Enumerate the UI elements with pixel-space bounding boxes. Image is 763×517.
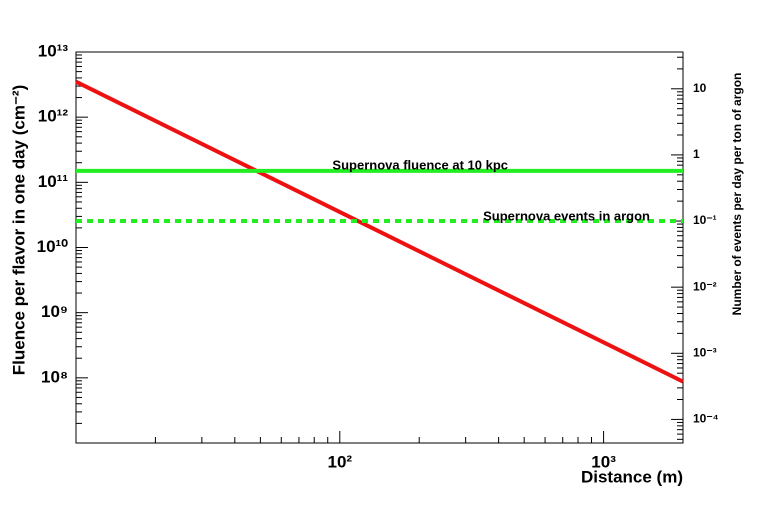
y-tick-label: 10¹² xyxy=(38,107,69,126)
y-tick-label: 10¹⁰ xyxy=(37,237,69,256)
y2-tick-label: 10⁻¹ xyxy=(693,213,717,227)
series-line xyxy=(75,79,684,384)
annotation: Supernova fluence at 10 kpc xyxy=(332,157,508,172)
y2-tick-label: 10⁻³ xyxy=(693,345,717,359)
annotation: Supernova events in argon xyxy=(483,208,650,223)
x-axis-title: Distance (m) xyxy=(581,467,683,486)
y-tick-label: 10¹¹ xyxy=(38,172,69,191)
x-tick-label: 10² xyxy=(328,452,353,471)
x-tick-label: 10³ xyxy=(591,452,616,471)
y-axis-title: Fluence per flavor in one day (cm⁻²) xyxy=(9,85,28,375)
y2-tick-label: 1 xyxy=(693,147,700,161)
plot-frame xyxy=(75,51,684,444)
y2-axis-title: Number of events per day per ton of argo… xyxy=(730,73,744,316)
y2-tick-label: 10⁻⁴ xyxy=(693,412,719,426)
y-tick-label: 10⁹ xyxy=(41,302,68,321)
y2-tick-label: 10 xyxy=(693,81,707,95)
y-tick-label: 10¹³ xyxy=(38,41,69,60)
y2-tick-label: 10⁻² xyxy=(693,279,717,293)
y-tick-label: 10⁸ xyxy=(41,367,68,386)
